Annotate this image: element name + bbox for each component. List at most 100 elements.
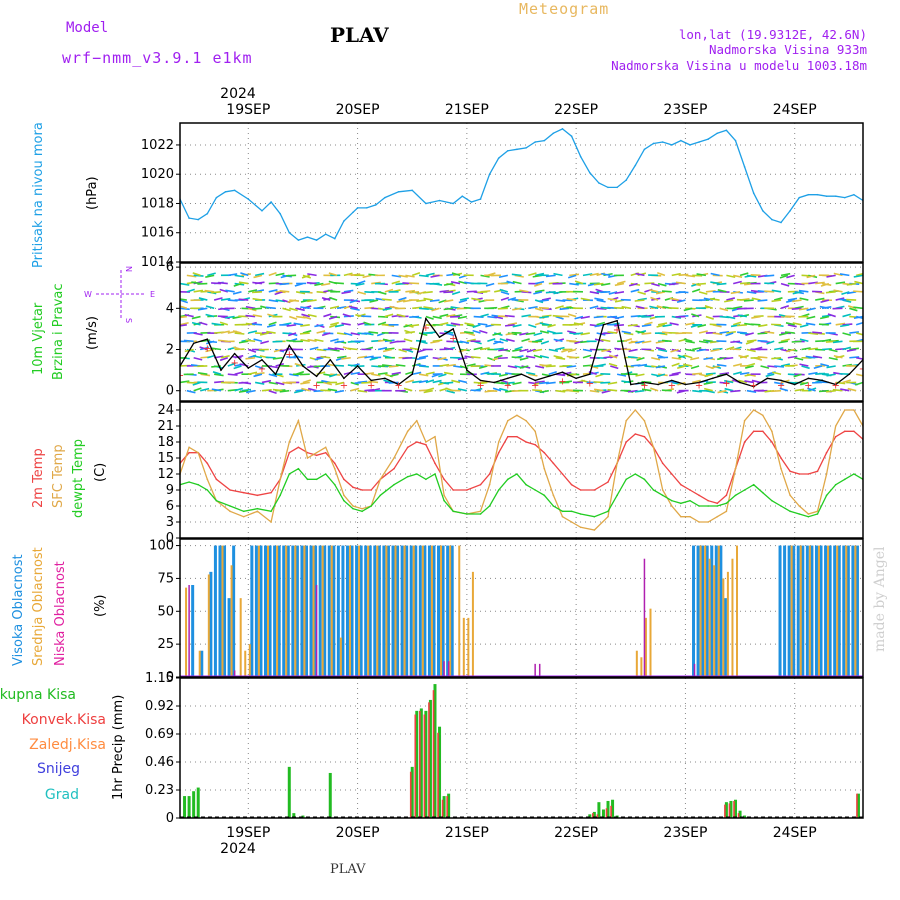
wind-barb [849, 307, 858, 312]
y-tick-label: 50 [157, 604, 174, 619]
bar-high_cloud [314, 545, 318, 677]
top-day-label: 19SEP [226, 102, 270, 118]
wind-barb [268, 272, 277, 277]
wind-barb [411, 272, 421, 277]
y-tick-label: 12 [157, 467, 174, 482]
data-point-pressure [452, 202, 455, 205]
wind-barb [191, 321, 201, 326]
data-point-temp2m [689, 489, 691, 491]
wind-barb [703, 356, 713, 361]
wind-barb [505, 338, 515, 343]
data-point-dewpoint [229, 505, 231, 507]
data-point-sfc [343, 494, 345, 497]
data-point-sfc [229, 510, 231, 513]
wind-barb [628, 348, 638, 353]
bar-mid_cloud [257, 545, 260, 677]
data-point-wind_speed [520, 373, 523, 376]
wind-barb [596, 321, 606, 326]
wind-barb [382, 307, 392, 311]
wind-barb [655, 365, 666, 369]
y-tick-label: 1.15 [145, 671, 174, 686]
data-point-wind_speed [725, 373, 728, 376]
wind-barb [552, 332, 563, 335]
wind-barb [649, 305, 659, 310]
bar-high_cloud [382, 545, 386, 677]
data-point-temp2m [434, 462, 436, 465]
wind-barb [418, 274, 429, 278]
wind-barb [425, 315, 434, 320]
data-point-temp2m [634, 433, 637, 435]
wind-barb [252, 297, 263, 301]
wind-barb [321, 297, 331, 301]
data-point-temp2m [516, 435, 518, 438]
data-point-pressure [324, 233, 327, 235]
wind-barb [211, 291, 222, 294]
bar-high_cloud [273, 545, 277, 677]
wind-barb [295, 307, 305, 312]
bar-precip_conv [414, 714, 417, 818]
data-point-dewpoint [725, 502, 728, 505]
model-run: wrf−nmm_v3.9.1 e1km [62, 49, 253, 67]
bar-high_cloud [427, 545, 431, 677]
wind-barb [547, 324, 556, 328]
data-point-pressure [570, 135, 573, 137]
data-point-pressure [425, 202, 427, 205]
wind-barb [330, 348, 340, 352]
wind-barb [443, 347, 454, 351]
y-tick-label: 6 [166, 260, 174, 275]
cloud-label-low: Niska Oblacnost [53, 561, 68, 666]
data-point-pressure [661, 141, 664, 143]
data-point-dewpoint [507, 478, 509, 481]
wind-barb [391, 274, 402, 278]
bar-precip_total [410, 766, 414, 818]
data-point-wind_speed [548, 375, 550, 378]
wind-barb [567, 330, 577, 334]
wind-barb [295, 291, 306, 295]
data-point-temp2m [370, 489, 373, 491]
wind-barb [300, 339, 310, 343]
wind-barb [726, 315, 736, 320]
wind-barb [532, 389, 543, 392]
wind-barb [849, 356, 860, 359]
y-tick-label: 18 [157, 435, 174, 450]
wind-barb [650, 296, 659, 301]
data-point-pressure [707, 138, 709, 140]
wind-barb [737, 323, 747, 327]
series-line-dewpoint [180, 467, 863, 518]
temp-side-label: 2m Temp SFC Temp dewpt Temp (C) [31, 439, 108, 518]
wind-barb [494, 315, 504, 320]
bar-high_cloud [355, 545, 359, 677]
wind-barb [733, 274, 743, 279]
panel-wind: 0 2 4 6 + + + + + + + + + + + + + + + + + + + + + + + + + + [166, 260, 864, 402]
wind-barb [268, 289, 278, 293]
wind-barb [697, 324, 707, 328]
wind-barb [738, 379, 748, 384]
wind-barb [492, 387, 502, 392]
wind-barb [396, 313, 406, 318]
bar-high_cloud [400, 545, 404, 677]
wind-barb [656, 373, 666, 378]
bar-mid_cloud [394, 545, 397, 677]
wind-barb [819, 305, 829, 310]
data-point-sfc [843, 409, 846, 411]
plot-area-precipitation [180, 684, 863, 818]
wind-barb [806, 315, 816, 320]
wind-barb [464, 322, 474, 326]
wind-barb [683, 307, 693, 312]
wind-barb [539, 389, 549, 394]
wind-barb [314, 324, 324, 328]
wind-barb [329, 296, 338, 301]
bar-precip_total [592, 811, 596, 818]
data-point-dewpoint [466, 513, 468, 515]
wind-barb [211, 388, 222, 392]
data-point-sfc [288, 441, 291, 443]
wind-barb [446, 363, 456, 367]
wind-barb [485, 282, 495, 287]
wind-barb [669, 297, 679, 301]
bar-precip_conv [432, 690, 435, 818]
wind-barb [245, 314, 256, 318]
wind-barb [432, 339, 443, 343]
data-point-dewpoint [707, 505, 709, 507]
wind-barb [758, 324, 768, 328]
